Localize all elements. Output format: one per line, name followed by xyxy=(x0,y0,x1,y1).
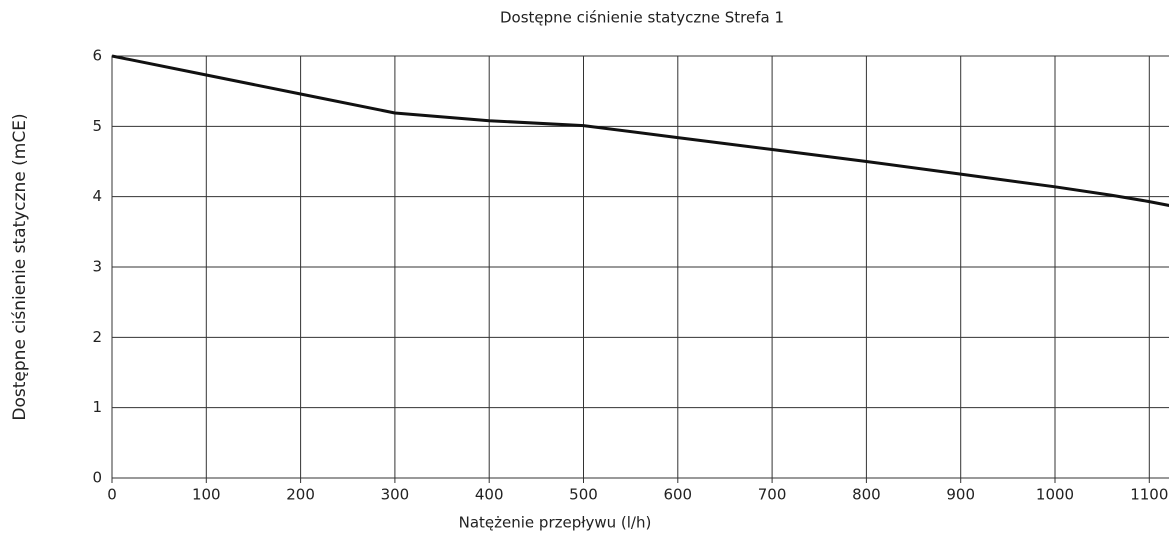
y-tick-label: 6 xyxy=(92,47,102,65)
x-axis-label: Natężenie przepływu (l/h) xyxy=(459,514,652,532)
x-tick-label: 100 xyxy=(192,486,221,504)
plot-frame xyxy=(111,55,1169,479)
x-tick-label: 200 xyxy=(286,486,315,504)
x-tick-label: 0 xyxy=(107,486,117,504)
y-tick-label: 5 xyxy=(92,117,102,135)
y-tick-label: 2 xyxy=(92,328,102,346)
chart-title: Dostępne ciśnienie statyczne Strefa 1 xyxy=(500,9,784,27)
y-tick-label: 1 xyxy=(92,398,102,416)
x-tick-label: 600 xyxy=(663,486,692,504)
x-tick-label: 1000 xyxy=(1036,486,1074,504)
y-tick-label: 3 xyxy=(92,258,102,276)
y-axis-label: Dostępne ciśnienie statyczne (mCE) xyxy=(10,113,30,420)
x-tick-label: 700 xyxy=(758,486,787,504)
x-tick-label: 500 xyxy=(569,486,598,504)
y-tick-label: 4 xyxy=(92,187,102,205)
y-tick-label: 0 xyxy=(92,469,102,487)
x-tick-label: 800 xyxy=(852,486,881,504)
x-tick-label: 900 xyxy=(946,486,975,504)
x-tick-label: 400 xyxy=(475,486,504,504)
line-series xyxy=(111,54,1169,207)
x-tick-label: 1100 xyxy=(1130,486,1168,504)
x-tick-label: 300 xyxy=(381,486,410,504)
